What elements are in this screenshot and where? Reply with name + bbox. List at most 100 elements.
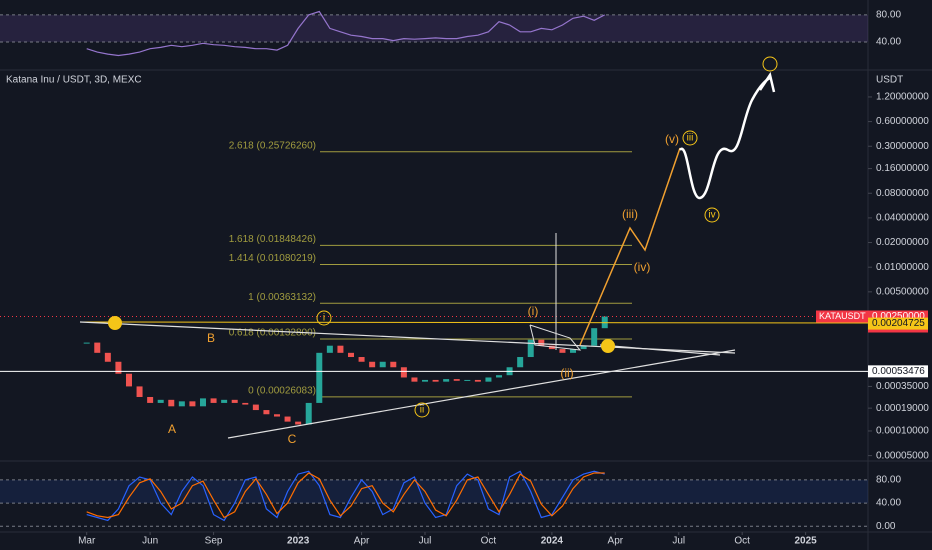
wave-circle [316, 310, 332, 326]
candle [474, 379, 481, 382]
projection [579, 147, 681, 346]
candle [284, 416, 291, 422]
wave-label: (iii) [622, 207, 638, 221]
fib-label: 2.618 (0.25726260) [229, 140, 316, 151]
candle [295, 421, 302, 425]
band [0, 479, 868, 504]
candle [559, 349, 566, 353]
projection-path [679, 76, 771, 200]
price-label: 0.00250000 [872, 311, 925, 322]
candle [390, 361, 397, 368]
x-tick-label: 2025 [794, 536, 817, 547]
candle [369, 361, 376, 368]
candle [168, 399, 175, 407]
wave-label: C [288, 432, 297, 446]
y-tick-label: 0.08000000 [876, 188, 929, 199]
x-tick-label: 2024 [541, 536, 564, 547]
chart-title: Katana Inu / USDT, 3D, MEXC [6, 75, 142, 86]
trendline [227, 349, 736, 439]
candle [496, 375, 503, 378]
candle [136, 386, 143, 397]
x-tick-label: Oct [481, 536, 497, 547]
axis-unit: USDT [876, 75, 903, 86]
wave-label: ii [420, 405, 424, 416]
candle [591, 328, 598, 346]
candle [242, 402, 249, 405]
candle [210, 398, 217, 403]
candle [538, 339, 545, 346]
wave-label: iv [708, 210, 715, 221]
y-tick-label: 0.00010000 [876, 426, 929, 437]
candle [231, 399, 238, 403]
y-tick-label: 0.02000000 [876, 237, 929, 248]
hand-icon [601, 339, 615, 353]
y-tick-label: 0.00005000 [876, 450, 929, 461]
trendline [79, 321, 736, 354]
indicator-line [86, 472, 605, 519]
candle [199, 398, 206, 407]
price-box [868, 365, 928, 378]
triangle [529, 324, 582, 351]
x-tick-label: Jul [672, 536, 685, 547]
y-tick-label: 0.00035000 [876, 381, 929, 392]
candle [453, 379, 460, 381]
arrow-head [758, 71, 776, 93]
candle [94, 342, 101, 353]
candle [157, 399, 164, 403]
trendline [599, 344, 721, 356]
x-tick-label: Jun [142, 536, 158, 547]
y-tick-label: 1.20000000 [876, 92, 929, 103]
horizontal-ray [79, 321, 869, 324]
x-tick-label: Mar [78, 536, 96, 547]
y-tick-label: 0.30000000 [876, 141, 929, 152]
x-tick-label: Apr [354, 536, 370, 547]
candle [411, 377, 418, 382]
candle [464, 379, 471, 381]
y-tick-label: 40.00 [876, 37, 901, 48]
fib-label: 1 (0.00363132) [248, 292, 316, 303]
price-label: 0.00053476 [872, 366, 925, 377]
wave-circle [762, 56, 778, 72]
candle [517, 357, 524, 368]
fib-label: 0 (0.00026083) [248, 386, 316, 397]
candle [252, 404, 259, 411]
candle [147, 396, 154, 403]
wave-circle [414, 402, 430, 418]
y-tick-label: 0.16000000 [876, 163, 929, 174]
candle [178, 401, 185, 407]
candle [221, 399, 228, 403]
candle [305, 402, 312, 425]
wave-label: i [323, 313, 325, 324]
wave-label: A [168, 422, 176, 436]
price-label: 0.00204725 [872, 318, 925, 329]
candle [548, 345, 555, 350]
y-tick-label: 0.00 [876, 521, 896, 532]
candle [189, 401, 196, 407]
candle [115, 361, 122, 374]
fib-label: 1.618 (0.01848426) [229, 234, 316, 245]
data-layer: Mar Jun Sep 2023 Apr Jul Oct 2024 Apr Jul Oct 2025 2… [0, 10, 868, 547]
candle [527, 339, 534, 358]
candle [348, 352, 355, 358]
indicator-line [86, 10, 605, 57]
candle [422, 379, 429, 382]
candle [263, 410, 270, 415]
indicator-line [86, 470, 605, 522]
y-tick-label: 0.00500000 [876, 286, 929, 297]
hand-icon [108, 316, 122, 330]
wave-label: iii [687, 133, 694, 144]
candle [358, 357, 365, 362]
y-tick-label: 0.60000000 [876, 116, 929, 127]
y-tick-label: 80.00 [876, 10, 901, 21]
wave-label: B [207, 331, 215, 345]
price-box [868, 317, 928, 330]
candle [580, 345, 587, 350]
candle [83, 342, 90, 344]
wave-circle [704, 207, 720, 223]
candle [400, 367, 407, 378]
y-tick-label: 0.04000000 [876, 213, 929, 224]
candle [432, 379, 439, 382]
fib-label: 0.618 (0.00132800) [229, 328, 316, 339]
fib-label: 1.414 (0.01080219) [229, 253, 316, 264]
